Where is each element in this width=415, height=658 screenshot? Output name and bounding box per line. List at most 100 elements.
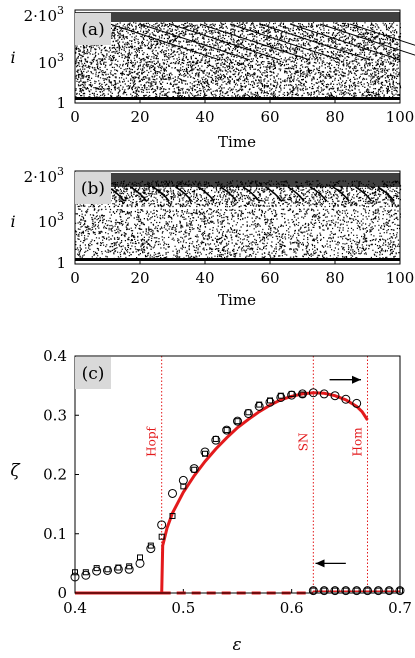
x-tick-label: 100: [386, 269, 415, 287]
c-y-tick-label: 0.3: [43, 406, 67, 424]
c-square-marker: [256, 401, 263, 408]
x-tick-label: 60: [260, 108, 279, 126]
c-circle-marker: [308, 388, 318, 398]
raster-spikes: [75, 180, 402, 261]
raster-front: [310, 186, 328, 202]
panel-c-plot-area: [75, 356, 400, 593]
c-circle-marker: [341, 586, 351, 596]
x-tick-label: 0: [70, 269, 80, 287]
c-y-tick-label: 0.2: [43, 466, 67, 484]
panel-a-label-bg: [75, 13, 111, 45]
c-circle-marker: [168, 488, 177, 498]
c-circle-marker: [157, 520, 167, 530]
c-square-marker: [158, 533, 165, 540]
panel-b: (b) i 2·103 103 1 0 20 40 60 80 100 Time: [10, 165, 414, 309]
raster-streak: [289, 23, 401, 61]
raster-streak: [229, 23, 341, 61]
panel-b-xticks: 0 20 40 60 80 100: [70, 260, 414, 287]
c-bifurcation-label: Hom: [351, 427, 365, 457]
panel-b-label-bg: [75, 172, 111, 204]
panel-b-raster: [75, 173, 402, 261]
c-square-marker: [212, 435, 219, 442]
panel-a-ytick-1000: 103: [38, 51, 64, 72]
c-y-tick-label: 0: [57, 584, 67, 602]
x-tick-label: 20: [130, 108, 149, 126]
raster-streak: [349, 23, 415, 46]
panel-c-label: (c): [82, 364, 105, 384]
x-tick-label: 0: [70, 108, 80, 126]
c-circle-marker: [319, 586, 329, 596]
c-circle-marker: [363, 586, 372, 596]
panel-c-frame: [74, 355, 401, 594]
raster-front: [265, 186, 283, 202]
raster-front: [287, 186, 305, 202]
x-tick-label: 100: [386, 108, 415, 126]
raster-bottom-band: [75, 97, 400, 100]
c-square-marker: [180, 483, 187, 490]
raster-streak: [199, 23, 311, 61]
panel-a-label: (a): [81, 20, 104, 40]
x-tick-label: 40: [195, 108, 214, 126]
panel-c: 0.4 0.5 0.6 0.7 0 0.1 0.2 0.3 0.4 Hopf SN Hom (c) ζ…: [10, 347, 412, 655]
c-square-marker: [245, 409, 252, 416]
panel-b-label: (b): [81, 179, 105, 199]
raster-streak: [109, 23, 221, 61]
c-square-marker: [137, 554, 143, 561]
panel-b-ytick-1: 1: [56, 254, 66, 272]
raster-front: [355, 186, 373, 202]
panel-a: (a) i 2·103 103 1 0 20 40 60 80 100 Time: [10, 4, 415, 151]
c-circle-marker: [341, 394, 351, 404]
c-circle-marker: [298, 389, 307, 399]
c-circle-marker: [135, 558, 145, 568]
c-circle-marker: [124, 564, 134, 574]
panel-a-raster: [75, 12, 415, 100]
raster-spikes: [75, 22, 402, 100]
raster-front: [152, 186, 170, 202]
raster-front: [377, 186, 395, 202]
c-circle-marker: [178, 475, 188, 485]
raster-front: [332, 186, 350, 202]
x-tick-label: 80: [325, 269, 344, 287]
c-circle-marker: [373, 586, 383, 596]
raster-streak: [169, 23, 281, 61]
c-x-tick-label: 0.5: [171, 599, 195, 617]
raster-front: [130, 186, 148, 202]
c-square-marker: [234, 418, 241, 425]
c-square-marker: [169, 512, 176, 519]
raster-front: [175, 186, 193, 202]
panel-a-ylabel: i: [10, 48, 15, 67]
panel-a-xlabel: Time: [218, 133, 256, 151]
c-circle-marker: [308, 586, 318, 596]
c-square-marker: [288, 390, 295, 397]
panel-a-frame: [74, 9, 401, 104]
raster-streak: [319, 23, 415, 56]
c-arrow-head: [315, 559, 325, 568]
c-circle-marker: [352, 398, 362, 408]
x-tick-label: 80: [325, 108, 344, 126]
c-circle-marker: [222, 425, 232, 435]
c-circle-marker: [233, 416, 242, 426]
c-circle-marker: [319, 389, 329, 399]
panel-a-ytick-1: 1: [56, 94, 66, 112]
c-series-solid-red: [75, 391, 369, 595]
c-square-marker: [82, 569, 89, 576]
c-square-marker: [267, 397, 273, 404]
panel-a-xticks: 0 20 40 60 80 100: [70, 99, 414, 126]
raster-front: [242, 186, 260, 202]
panel-c-ylabel: ζ: [10, 461, 21, 481]
raster-front: [220, 186, 238, 202]
raster-streak: [259, 23, 371, 61]
c-circle-marker: [330, 586, 340, 596]
panel-c-label-bg: [75, 357, 111, 389]
panel-a-ytick-2000: 2·103: [24, 4, 64, 25]
c-square-marker: [126, 563, 133, 570]
x-tick-label: 40: [195, 269, 214, 287]
panel-b-xlabel: Time: [218, 291, 256, 309]
c-circle-marker: [92, 566, 102, 576]
c-x-tick-label: 0.6: [280, 599, 304, 617]
c-arrow-head: [352, 375, 361, 384]
c-circle-marker: [330, 391, 340, 401]
c-square-marker: [299, 391, 306, 398]
c-bifurcation-label: Hopf: [145, 425, 159, 456]
